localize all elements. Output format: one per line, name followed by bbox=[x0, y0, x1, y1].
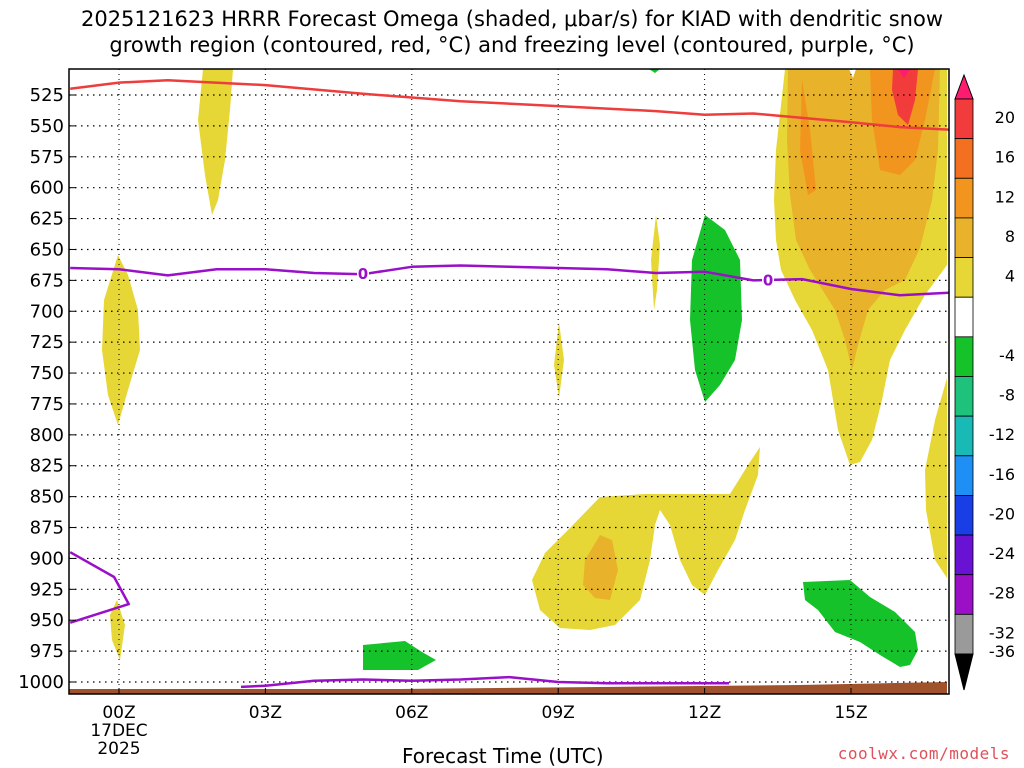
ytick-label-900: 900 bbox=[30, 548, 64, 569]
colorbar-swatch-10 bbox=[954, 455, 974, 496]
colorbar-label: -4 bbox=[999, 346, 1015, 365]
axes: 525 550 575 600 625 650 675 700 725 750 775 800 825 8… bbox=[18, 85, 867, 759]
colorbar-bottom-arrow bbox=[954, 653, 974, 691]
omega-region-upper-magenta bbox=[898, 69, 910, 78]
title-line-2: growth region (contoured, red, °C) and f… bbox=[109, 33, 915, 57]
colorbar-swatch-12 bbox=[954, 534, 974, 576]
ytick-label-575: 575 bbox=[30, 147, 64, 168]
omega-region-yellow-a bbox=[198, 69, 233, 215]
xtick-year: 2025 bbox=[97, 739, 140, 759]
colorbar-swatch-4 bbox=[954, 217, 974, 258]
xtick-label-03Z: 03Z bbox=[249, 703, 282, 723]
omega-region-upper-red bbox=[892, 69, 918, 125]
omega-region-yellow-d bbox=[554, 322, 564, 398]
freezing-level-label-1: 0 bbox=[763, 271, 773, 289]
x-axis-label: Forecast Time (UTC) bbox=[402, 744, 604, 768]
colorbar-label: -36 bbox=[989, 642, 1015, 661]
ytick-label-800: 800 bbox=[30, 425, 64, 446]
ytick-label-775: 775 bbox=[30, 394, 64, 415]
colorbar-swatch-9 bbox=[954, 415, 974, 457]
contour-lines bbox=[69, 78, 949, 689]
ytick-label-700: 700 bbox=[30, 301, 64, 322]
ytick-label-550: 550 bbox=[30, 116, 64, 137]
omega-region-green-c bbox=[803, 580, 918, 667]
ytick-label-750: 750 bbox=[30, 363, 64, 384]
ytick-label-950: 950 bbox=[30, 610, 64, 631]
chart-title: 2025121623 HRRR Forecast Omega (shaded, … bbox=[0, 6, 1024, 58]
omega-region-upper-white bbox=[849, 69, 856, 78]
xtick-date: 17DEC bbox=[90, 721, 147, 741]
freezing-label-bg-1 bbox=[762, 271, 775, 288]
colorbar-swatch-6 bbox=[954, 296, 974, 338]
colorbar-label: -28 bbox=[989, 584, 1015, 603]
ytick-label-675: 675 bbox=[30, 270, 64, 291]
colorbar-label: -24 bbox=[989, 544, 1015, 563]
freezing-level-contour-lower bbox=[69, 551, 131, 624]
ytick-label-650: 650 bbox=[30, 239, 64, 260]
freezing-level-label-0: 0 bbox=[358, 265, 368, 283]
ytick-label-600: 600 bbox=[30, 178, 64, 199]
colorbar-swatch-7 bbox=[954, 336, 974, 377]
ytick-label-850: 850 bbox=[30, 487, 64, 508]
colorbar-swatch-5 bbox=[954, 257, 974, 298]
colorbar-swatch-1 bbox=[954, 98, 974, 140]
colorbar-label: -16 bbox=[989, 465, 1015, 484]
omega-region-yellow-b bbox=[102, 255, 140, 425]
colorbar-label: -32 bbox=[989, 623, 1015, 642]
credit-link[interactable]: coolwx.com/models bbox=[837, 744, 1010, 763]
xtick-label-06Z: 06Z bbox=[395, 703, 428, 723]
title-line-1: 2025121623 HRRR Forecast Omega (shaded, … bbox=[80, 7, 944, 31]
colorbar-swatch-3 bbox=[954, 177, 974, 219]
ytick-label-625: 625 bbox=[30, 209, 64, 230]
omega-region-green-a bbox=[690, 215, 742, 402]
omega-region-yellow-f bbox=[925, 378, 947, 578]
plot-frame bbox=[68, 68, 950, 695]
colorbar-label: -8 bbox=[999, 386, 1015, 405]
xtick-label-00Z: 00Z bbox=[102, 703, 135, 723]
freezing-label-bg-0 bbox=[357, 265, 369, 282]
omega-region-green-d bbox=[363, 641, 436, 670]
omega-region-gold-lower bbox=[583, 535, 618, 600]
colorbar-swatch-8 bbox=[954, 376, 974, 417]
omega-shading bbox=[69, 69, 947, 694]
ytick-label-825: 825 bbox=[30, 456, 64, 477]
colorbar-label: 4 bbox=[1005, 267, 1015, 286]
xtick-label-15Z: 15Z bbox=[834, 703, 867, 723]
ytick-label-525: 525 bbox=[30, 85, 64, 106]
omega-region-yellow-g bbox=[110, 600, 125, 660]
colorbar-swatch-13 bbox=[954, 574, 974, 615]
ytick-label-725: 725 bbox=[30, 332, 64, 353]
colorbar-swatch-11 bbox=[954, 495, 974, 536]
ytick-label-975: 975 bbox=[30, 641, 64, 662]
omega-region-yellow-c bbox=[651, 215, 660, 310]
freezing-level-contour bbox=[70, 264, 949, 297]
ytick-label-875: 875 bbox=[30, 518, 64, 539]
ground-surface bbox=[69, 682, 947, 694]
colorbar-label: 12 bbox=[995, 187, 1015, 206]
colorbar-top-arrow bbox=[954, 73, 974, 100]
freezing-level-contour-surface bbox=[240, 675, 729, 689]
ytick-label-925: 925 bbox=[30, 579, 64, 600]
colorbar-label: 8 bbox=[1005, 227, 1015, 246]
xtick-label-12Z: 12Z bbox=[688, 703, 721, 723]
colorbar-swatch-14 bbox=[954, 613, 974, 655]
grid bbox=[69, 69, 949, 694]
colorbar: 20 16 12 8 4 -4 -8 -12 -16 -20 -24 -28 -32-36 bbox=[954, 73, 1015, 691]
omega-region-yellow-e bbox=[532, 447, 760, 630]
xtick-label-09Z: 09Z bbox=[542, 703, 575, 723]
ytick-label-1000: 1000 bbox=[18, 672, 64, 693]
colorbar-label: -12 bbox=[989, 425, 1015, 444]
colorbar-label: -20 bbox=[989, 504, 1015, 523]
omega-region-upper-orange bbox=[800, 80, 816, 195]
colorbar-label: 20 bbox=[995, 108, 1015, 127]
colorbar-swatch-2 bbox=[954, 138, 974, 179]
dgz-contour-red bbox=[70, 78, 949, 131]
omega-region-green-b bbox=[649, 69, 660, 73]
colorbar-label: 16 bbox=[995, 148, 1015, 167]
